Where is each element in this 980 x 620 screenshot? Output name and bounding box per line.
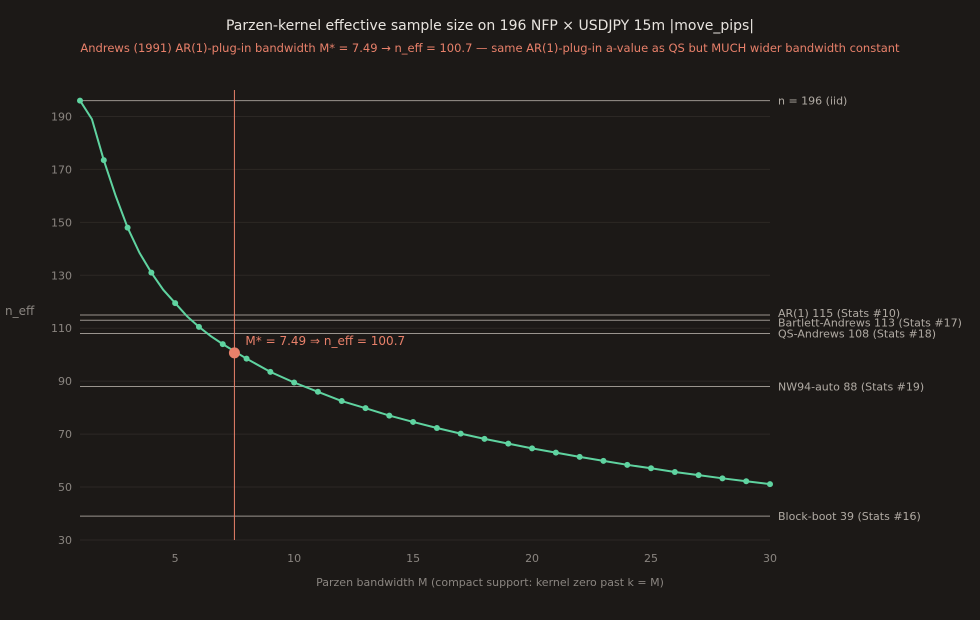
y-tick-label: 30 <box>58 534 72 547</box>
optimal-bandwidth-label: M* = 7.49 ⇒ n_eff = 100.7 <box>245 334 405 348</box>
reference-line-label: n = 196 (iid) <box>778 95 847 108</box>
data-point <box>767 481 773 488</box>
grid-lines <box>80 115 770 541</box>
data-point <box>433 425 440 432</box>
optimal-bandwidth-point <box>228 347 240 359</box>
data-point <box>529 445 536 452</box>
x-axis-label: Parzen bandwidth M (compact support: ker… <box>316 576 664 589</box>
data-point <box>648 465 655 472</box>
data-point <box>100 157 107 164</box>
chart-title: Parzen-kernel effective sample size on 1… <box>226 18 754 34</box>
reference-line-label: Block-boot 39 (Stats #16) <box>778 510 921 523</box>
data-point <box>267 368 274 375</box>
data-point <box>743 478 750 485</box>
data-point <box>124 224 131 231</box>
data-point <box>386 412 393 419</box>
data-point <box>671 468 678 475</box>
data-point <box>362 405 369 412</box>
reference-line-label: NW94-auto 88 (Stats #19) <box>778 380 924 393</box>
x-tick-label: 25 <box>644 552 658 565</box>
data-point <box>148 269 155 276</box>
data-point <box>410 418 417 425</box>
reference-line-label: Bartlett-Andrews 113 (Stats #17) <box>778 316 962 329</box>
data-point <box>219 341 226 348</box>
data-point <box>624 461 631 468</box>
data-point <box>719 475 726 482</box>
data-point <box>552 449 559 456</box>
data-point <box>576 453 583 460</box>
y-tick-label: 90 <box>58 375 72 388</box>
n-eff-curve <box>79 100 771 486</box>
y-tick-label: 50 <box>58 481 72 494</box>
x-tick-label: 20 <box>525 552 539 565</box>
y-tick-labels: 30 50 70 90 110 130 150 170 190 <box>51 110 72 547</box>
reference-lines: n = 196 (iid) AR(1) 115 (Stats #10)Bartle… <box>80 95 962 523</box>
x-tick-label: 15 <box>406 552 420 565</box>
chart-subtitle: Andrews (1991) AR(1)-plug-in bandwidth M… <box>80 41 900 55</box>
data-point <box>291 379 298 386</box>
y-tick-label: 150 <box>51 216 72 229</box>
data-point <box>243 355 250 362</box>
data-point <box>505 440 512 447</box>
data-point <box>481 435 488 442</box>
y-tick-label: 70 <box>58 428 72 441</box>
data-point <box>338 398 345 405</box>
data-point <box>195 323 202 330</box>
y-tick-label: 190 <box>51 110 72 123</box>
y-axis-label: n_eff <box>5 304 35 318</box>
x-tick-label: 5 <box>172 552 179 565</box>
x-tick-label: 10 <box>287 552 301 565</box>
x-tick-labels: 5 10 15 20 25 30 <box>172 552 777 565</box>
data-point <box>600 457 607 464</box>
data-point <box>457 430 464 437</box>
data-point <box>695 472 702 479</box>
data-point <box>314 388 321 395</box>
data-point <box>172 300 179 307</box>
y-tick-label: 170 <box>51 163 72 176</box>
data-point <box>77 97 83 104</box>
x-tick-label: 30 <box>763 552 777 565</box>
reference-line-label: QS-Andrews 108 (Stats #18) <box>778 328 936 341</box>
series: M* = 7.49 ⇒ n_eff = 100.7 <box>77 97 773 488</box>
y-tick-label: 110 <box>51 322 72 335</box>
reference-line-label: AR(1) 115 (Stats #10) <box>778 307 900 320</box>
y-tick-label: 130 <box>51 269 72 282</box>
